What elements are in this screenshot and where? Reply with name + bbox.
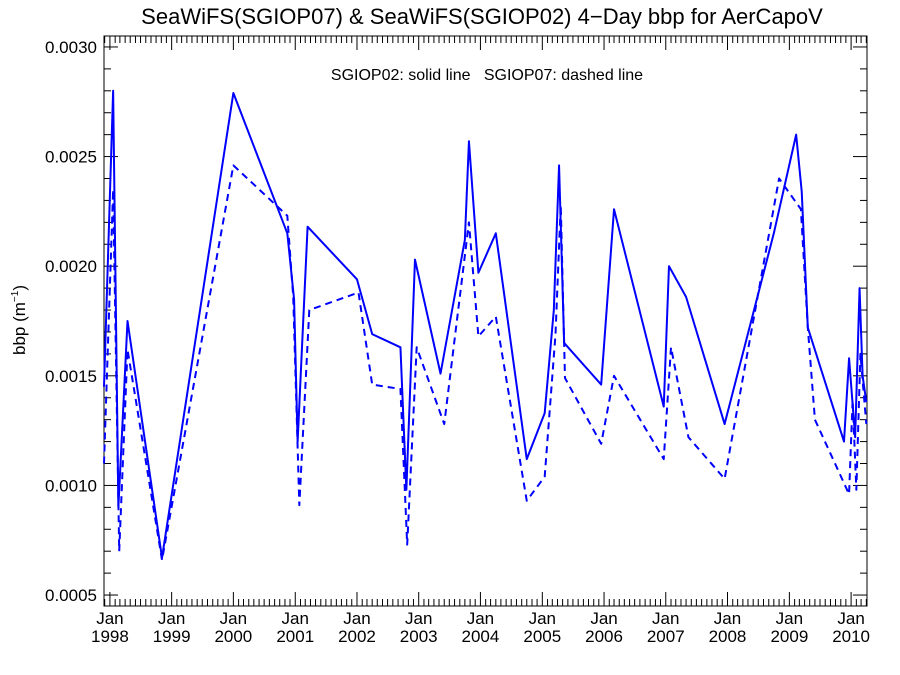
x-tick-label-month: Jan <box>220 609 247 628</box>
series-line-sgiop02 <box>103 89 868 559</box>
x-tick-label-year: 2007 <box>647 627 685 646</box>
x-tick-label-month: Jan <box>158 609 185 628</box>
x-tick-label-month: Jan <box>96 609 123 628</box>
chart-title: SeaWiFS(SGIOP07) & SeaWiFS(SGIOP02) 4−Da… <box>141 4 823 29</box>
x-tick-label-month: Jan <box>282 609 309 628</box>
x-axis: Jan1998Jan1999Jan2000Jan2001Jan2002Jan20… <box>91 36 870 646</box>
x-tick-label-year: 1999 <box>153 627 191 646</box>
y-tick-label: 0.0015 <box>45 367 97 386</box>
series-annotation: SGIOP02: solid line SGIOP07: dashed line <box>331 67 643 84</box>
x-tick-label-year: 2000 <box>214 627 252 646</box>
x-tick-label-month: Jan <box>652 609 679 628</box>
y-tick-label: 0.0030 <box>45 38 97 57</box>
x-tick-label-month: Jan <box>467 609 494 628</box>
y-tick-label: 0.0025 <box>45 148 97 167</box>
y-axis: 0.0005 0.0010 0.0015 0.0020 0.0025 0.0030 <box>45 38 867 605</box>
x-tick-label-year: 2002 <box>338 627 376 646</box>
x-tick-label-month: Jan <box>776 609 803 628</box>
x-tick-label-month: Jan <box>590 609 617 628</box>
x-tick-label-year: 2006 <box>585 627 623 646</box>
x-tick-label-year: 2008 <box>709 627 747 646</box>
x-tick-label-month: Jan <box>529 609 556 628</box>
y-tick-label: 0.0005 <box>45 586 97 605</box>
y-tick-label: 0.0020 <box>45 257 97 276</box>
series-line-sgiop07 <box>103 164 868 561</box>
y-tick-label: 0.0010 <box>45 476 97 495</box>
x-tick-label-year: 2004 <box>462 627 500 646</box>
x-tick-label-month: Jan <box>405 609 432 628</box>
y-axis-label: bbp (m−1) <box>10 285 29 355</box>
series-group <box>103 89 868 561</box>
x-tick-label-month: Jan <box>714 609 741 628</box>
x-tick-label-year: 1998 <box>91 627 129 646</box>
x-tick-label-year: 2009 <box>770 627 808 646</box>
x-tick-label-year: 2005 <box>523 627 561 646</box>
x-tick-label-month: Jan <box>343 609 370 628</box>
x-tick-label-year: 2010 <box>832 627 870 646</box>
y-axis-label-unit-exponent: −1 <box>10 290 21 302</box>
x-tick-label-month: Jan <box>837 609 864 628</box>
x-tick-label-year: 2003 <box>400 627 438 646</box>
x-tick-label-year: 2001 <box>276 627 314 646</box>
